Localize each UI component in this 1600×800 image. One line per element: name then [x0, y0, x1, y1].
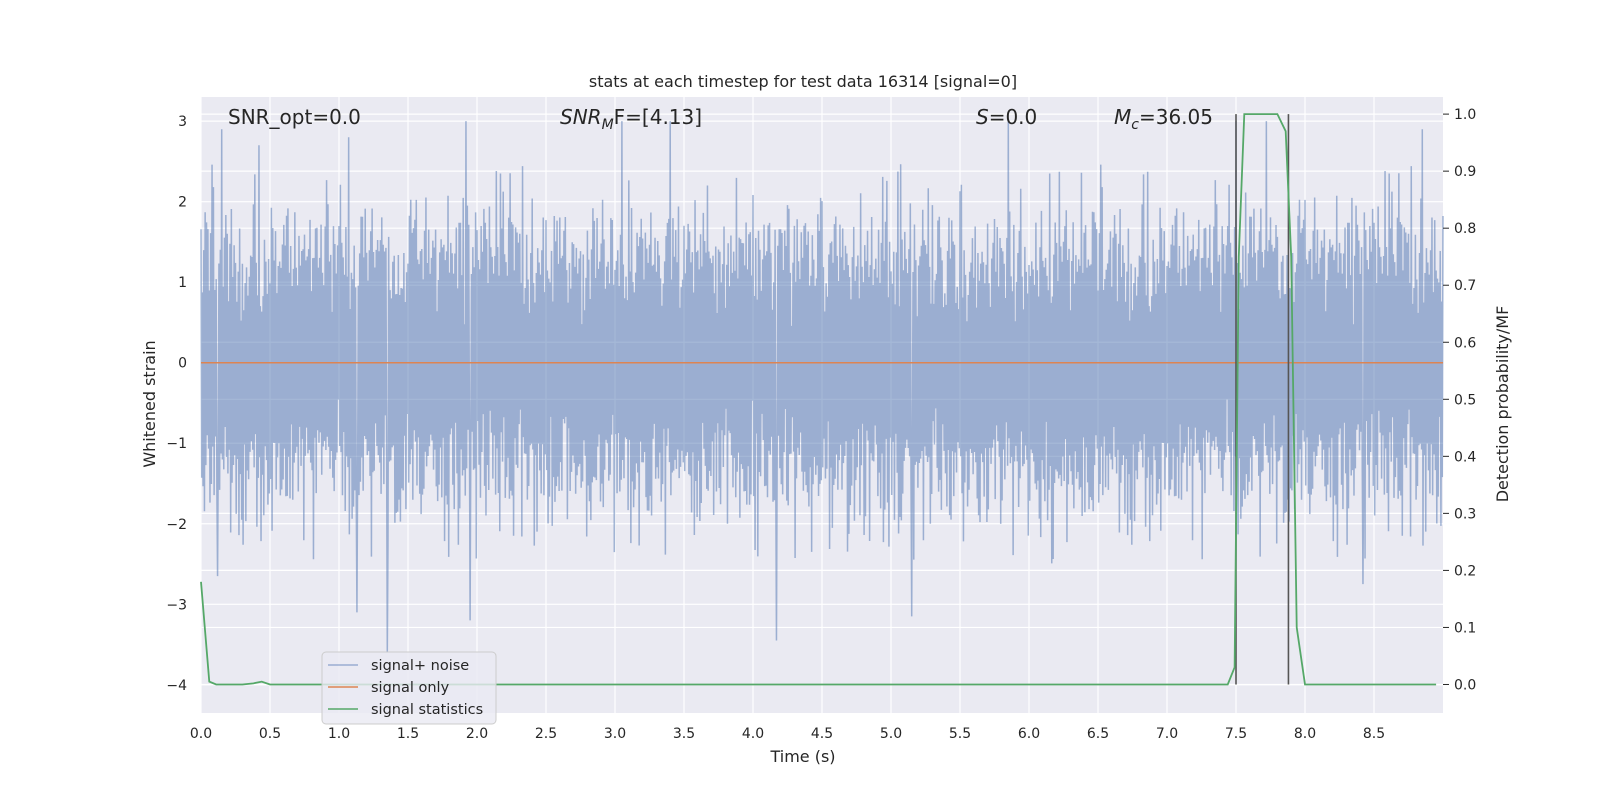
x-tick-label: 6.5 — [1087, 726, 1109, 742]
y-right-tick-label: 0.2 — [1454, 563, 1476, 579]
x-tick-label: 7.0 — [1156, 726, 1178, 742]
x-tick-label: 7.5 — [1225, 726, 1247, 742]
chart-title: stats at each timestep for test data 163… — [589, 72, 1017, 91]
legend-box — [321, 651, 497, 725]
y-tick-label: −4 — [166, 678, 187, 694]
y-tick-label: −2 — [166, 517, 187, 533]
y-right-tick-label: 0.1 — [1454, 620, 1476, 636]
y-right-tick-label: 0.8 — [1454, 221, 1476, 237]
x-tick-label: 5.5 — [949, 726, 971, 742]
legend-label-signal-noise: signal+ noise — [371, 658, 469, 674]
legend-label-signal-statistics: signal statistics — [371, 702, 483, 718]
annotations: SNR_opt=0.0 SNRMF=[4.13] S=0.0 Mc=36.05 — [228, 105, 1213, 133]
x-tick-label: 2.5 — [535, 726, 557, 742]
y-right-tick-label: 0.7 — [1454, 278, 1476, 294]
x-tick-label: 6.0 — [1018, 726, 1040, 742]
annotation-text: S=0.0 — [976, 105, 1037, 129]
y-axis-ticks: 3 2 1 0 −1 −2 −3 −4 — [166, 114, 187, 694]
annotation-text: SNRMF=[4.13] — [560, 105, 702, 133]
x-tick-label: 2.0 — [466, 726, 488, 742]
x-axis-ticks: 0.0 0.5 1.0 1.5 2.0 2.5 3.0 3.5 4.0 4.5 5.0 5.5 6.0 6… — [190, 726, 1385, 742]
y-tick-label: 0 — [178, 356, 187, 372]
y-tick-label: 2 — [178, 195, 187, 211]
y-right-tick-label: 0.4 — [1454, 449, 1476, 465]
x-tick-label: 1.5 — [397, 726, 419, 742]
x-tick-label: 8.0 — [1294, 726, 1316, 742]
legend: signal+ noise signal only signal statist… — [321, 651, 497, 725]
y-right-axis-ticks: 1.0 0.9 0.8 0.7 0.6 0.5 0.4 0.3 0.2 0.1 0.0 — [1443, 107, 1476, 693]
y-right-tick-label: 0.0 — [1454, 677, 1476, 693]
x-tick-label: 4.5 — [811, 726, 833, 742]
x-tick-label: 0.5 — [259, 726, 281, 742]
y-axis-label: Whitened strain — [140, 340, 159, 467]
signal-statistics-line — [200, 113, 1437, 686]
x-tick-label: 5.0 — [880, 726, 902, 742]
y-tick-label: −3 — [166, 597, 187, 613]
y-right-axis-label: Detection probability/MF — [1493, 306, 1512, 503]
y-right-tick-label: 0.5 — [1454, 392, 1476, 408]
x-tick-label: 1.0 — [328, 726, 350, 742]
x-tick-label: 3.0 — [604, 726, 626, 742]
y-right-tick-label: 1.0 — [1454, 107, 1476, 123]
x-axis-label: Time (s) — [769, 747, 835, 766]
y-right-tick-label: 0.3 — [1454, 506, 1476, 522]
x-tick-label: 3.5 — [673, 726, 695, 742]
y-right-tick-label: 0.9 — [1454, 164, 1476, 180]
annotation-text: SNR_opt=0.0 — [228, 105, 361, 129]
y-tick-label: 1 — [178, 275, 187, 291]
x-tick-label: 0.0 — [190, 726, 212, 742]
y-tick-label: 3 — [178, 114, 187, 130]
series-signal-statistics — [200, 113, 1437, 686]
y-right-tick-label: 0.6 — [1454, 335, 1476, 351]
legend-label-signal-only: signal only — [371, 680, 450, 696]
y-tick-label: −1 — [166, 436, 187, 452]
x-tick-label: 4.0 — [742, 726, 764, 742]
annotation-text: Mc=36.05 — [1114, 105, 1213, 133]
x-tick-label: 8.5 — [1363, 726, 1385, 742]
